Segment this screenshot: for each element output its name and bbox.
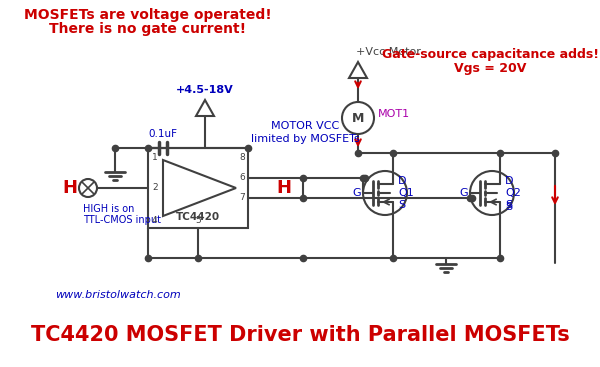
Text: G: G — [460, 188, 468, 198]
Text: 4: 4 — [152, 216, 158, 225]
Text: There is no gate current!: There is no gate current! — [49, 22, 247, 36]
Text: TC4420 MOSFET Driver with Parallel MOSFETs: TC4420 MOSFET Driver with Parallel MOSFE… — [31, 325, 569, 345]
Text: +4.5-18V: +4.5-18V — [176, 85, 234, 95]
Text: M: M — [352, 112, 364, 124]
Text: D: D — [398, 176, 407, 186]
Text: H: H — [276, 179, 291, 197]
Text: MOSFETs are voltage operated!: MOSFETs are voltage operated! — [24, 8, 272, 22]
Text: 7: 7 — [239, 193, 245, 203]
Text: TC4420: TC4420 — [176, 212, 220, 222]
Text: S: S — [505, 200, 512, 210]
Text: 6: 6 — [239, 174, 245, 182]
Text: G: G — [352, 188, 361, 198]
Text: limited by MOSFETs: limited by MOSFETs — [251, 134, 359, 144]
Text: Q2: Q2 — [505, 188, 521, 198]
Text: Q1: Q1 — [398, 188, 414, 198]
Text: 1: 1 — [152, 153, 158, 162]
Text: S: S — [505, 202, 512, 212]
Text: MOT1: MOT1 — [378, 109, 410, 119]
Text: HIGH is on: HIGH is on — [83, 204, 134, 214]
Text: 2: 2 — [152, 184, 158, 193]
Text: MOTOR VCC: MOTOR VCC — [271, 121, 339, 131]
Text: 5: 5 — [195, 216, 201, 225]
Text: Vgs = 20V: Vgs = 20V — [454, 62, 526, 75]
Text: 0.1uF: 0.1uF — [149, 129, 178, 139]
Text: S: S — [398, 200, 405, 210]
Text: H: H — [62, 179, 77, 197]
Text: Gate-source capacitance adds!: Gate-source capacitance adds! — [382, 48, 599, 61]
FancyBboxPatch shape — [148, 148, 248, 228]
Text: D: D — [505, 176, 514, 186]
Text: +Vcc Motor: +Vcc Motor — [356, 47, 421, 57]
Text: TTL-CMOS input: TTL-CMOS input — [83, 215, 161, 225]
Text: www.bristolwatch.com: www.bristolwatch.com — [55, 290, 181, 300]
Text: 8: 8 — [239, 153, 245, 162]
